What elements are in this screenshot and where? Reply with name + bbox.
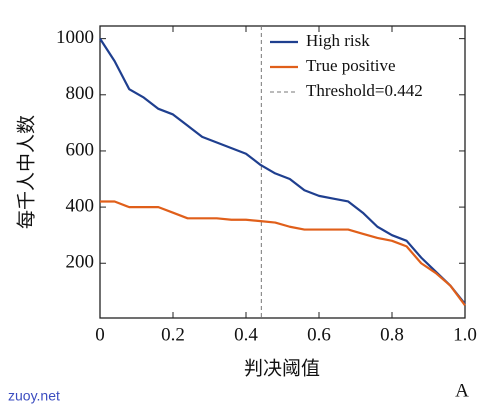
series-line <box>99 38 466 305</box>
watermark: zuoy.net <box>8 388 60 404</box>
x-tick-label: 1.0 <box>453 324 477 345</box>
x-tick-label: 0.4 <box>234 324 258 345</box>
x-tick-label: 0.2 <box>161 324 185 345</box>
x-tick-label: 0.8 <box>380 324 404 345</box>
x-tick-label: 0.6 <box>307 324 331 345</box>
panel-label: A <box>455 380 469 401</box>
plot-frame <box>99 25 466 319</box>
x-axis-label: 判决阈值 <box>244 357 320 379</box>
series-line <box>100 200 466 307</box>
y-tick-label: 600 <box>66 139 95 160</box>
y-tick-label: 400 <box>66 195 95 216</box>
x-tick-label: 0 <box>95 324 105 345</box>
y-tick-label: 800 <box>66 83 95 104</box>
y-axis-label: 每千人中人数 <box>15 115 37 229</box>
legend-label: True positive <box>306 56 396 75</box>
y-tick-label: 1000 <box>56 27 94 48</box>
y-tick-label: 200 <box>66 252 95 273</box>
legend-label: High risk <box>306 31 370 50</box>
legend-label: Threshold=0.442 <box>306 81 423 100</box>
